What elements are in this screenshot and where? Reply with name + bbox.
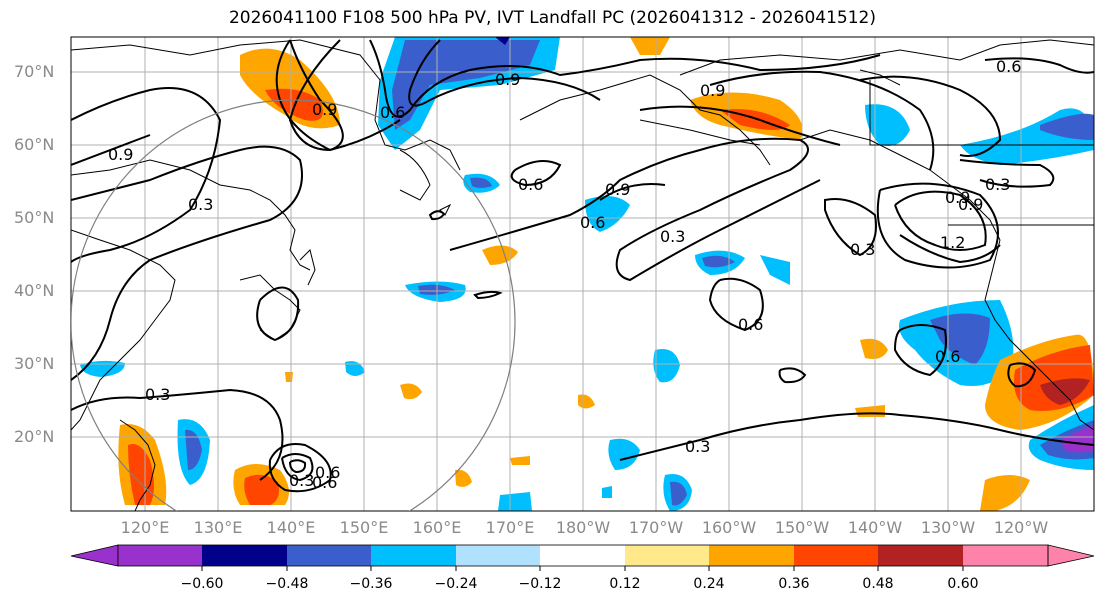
colorbar-tick-label: −0.36: [349, 576, 393, 592]
contour-label: 0.9: [605, 180, 630, 199]
lon-label: 180°W: [555, 518, 611, 537]
colorbar-tick-label: 0.12: [609, 576, 641, 592]
contour-labels: 0.9 0.6 0.9 0.3 0.9 0.6 0.9 0.6 0.3 0.9 …: [108, 57, 1021, 492]
lon-label: 120°E: [120, 518, 170, 537]
contour-label: 0.9: [945, 188, 970, 207]
colorbar-tick-label: 0.24: [693, 576, 725, 592]
lat-label: 70°N: [14, 62, 55, 81]
lon-label: 150°E: [339, 518, 389, 537]
contour-label: 0.9: [495, 70, 520, 89]
contour-label: 0.6: [518, 175, 543, 194]
graticule: [71, 37, 1094, 511]
lat-label: 30°N: [14, 354, 55, 373]
contour-label: 0.3: [145, 385, 170, 404]
colorbar-bin: [456, 545, 540, 566]
colorbar-extend-high: [1047, 544, 1095, 567]
contour-label: 0.9: [700, 81, 725, 100]
lon-label: 140°E: [266, 518, 316, 537]
colorbar-tick-label: −0.24: [434, 576, 478, 592]
lon-label: 160°W: [701, 518, 757, 537]
colorbar-extend-low: [70, 544, 119, 567]
map-title: 2026041100 F108 500 hPa PV, IVT Landfall…: [228, 8, 876, 28]
contour-label: 0.3: [188, 195, 213, 214]
colorbar-bin: [878, 545, 963, 566]
colorbar-bin: [287, 545, 371, 566]
lon-label: 130°W: [920, 518, 976, 537]
colorbar-tick-label: −0.48: [265, 576, 309, 592]
contour-label: 0.9: [958, 195, 983, 214]
colorbar-bin: [118, 545, 202, 566]
contour-label: 0.6: [738, 315, 763, 334]
contour-label: 0.9: [108, 145, 133, 164]
lat-label: 40°N: [14, 281, 55, 300]
colorbar-bin: [202, 545, 287, 566]
contour-label: 0.3: [685, 437, 710, 456]
contour-label: 0.9: [312, 100, 337, 119]
pv-contours: [71, 39, 1094, 493]
contour-label: 0.3: [985, 175, 1010, 194]
lon-label: 140°W: [847, 518, 903, 537]
landfall-region-circle: [71, 99, 516, 511]
contour-label: 0.6: [580, 213, 605, 232]
lon-label: 170°W: [628, 518, 684, 537]
lon-label: 170°E: [485, 518, 535, 537]
pv-shading: [80, 37, 1094, 511]
coastlines: [71, 39, 1094, 511]
colorbar-tick-label: 0.36: [778, 576, 810, 592]
lat-label: 20°N: [14, 427, 55, 446]
contour-label: 0.6: [315, 463, 340, 482]
contour-label: 0.3: [660, 227, 685, 246]
lat-label: 50°N: [14, 208, 55, 227]
lat-label: 60°N: [14, 135, 55, 154]
contour-label: 0.3: [289, 471, 314, 490]
lon-label: 120°W: [993, 518, 1049, 537]
colorbar-tick-label: −0.60: [180, 576, 224, 592]
colorbar-bin: [963, 545, 1048, 566]
lon-label: 150°W: [774, 518, 830, 537]
colorbar-bin: [794, 545, 878, 566]
colorbar-bin: [371, 545, 456, 566]
map-frame: [70, 36, 1095, 512]
colorbar-bin: [625, 545, 709, 566]
contour-label: 0.6: [380, 103, 405, 122]
colorbar-tick-label: −0.12: [518, 576, 562, 592]
lon-label: 160°E: [412, 518, 462, 537]
contour-label: 1.2: [940, 233, 965, 252]
contour-label: 0.6: [996, 57, 1021, 76]
lon-label: 130°E: [193, 518, 243, 537]
colorbar-tick-label: 0.60: [947, 576, 979, 592]
colorbar-bin: [540, 545, 625, 566]
contour-label: 0.6: [312, 473, 337, 492]
colorbar: [70, 544, 1095, 571]
contour-label: 0.3: [850, 240, 875, 259]
contour-label: 0.6: [935, 347, 960, 366]
colorbar-tick-label: 0.48: [862, 576, 894, 592]
colorbar-bin: [709, 545, 794, 566]
